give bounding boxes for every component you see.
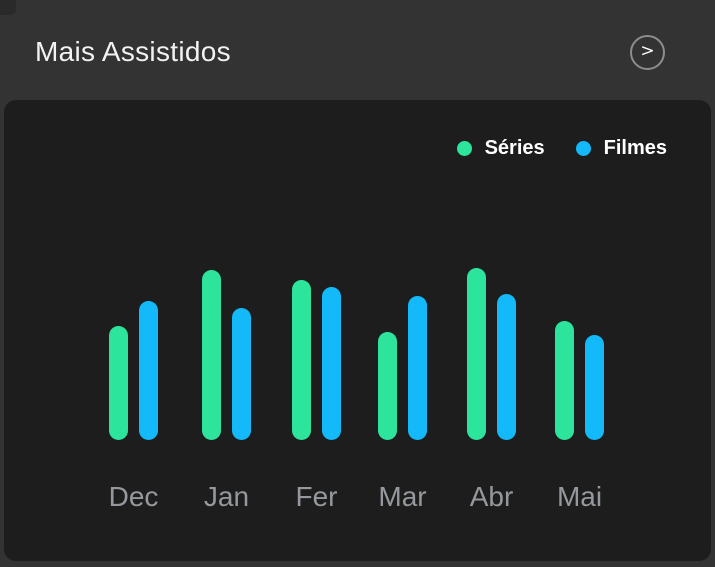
bar-group-fer [292, 280, 341, 440]
x-axis-label-jan: Jan [203, 481, 250, 512]
legend-item-filmes[interactable]: Filmes [575, 137, 667, 160]
x-axis-label-fer: Fer [295, 481, 338, 512]
legend-item-series[interactable]: Séries [456, 137, 545, 160]
corner-notch [0, 0, 16, 15]
x-axis-label-dec: Dec [108, 481, 159, 512]
bar-group-dec [109, 301, 158, 440]
legend-label-series: Séries [484, 137, 545, 159]
bar-group-abr [467, 268, 516, 440]
chart-card: Séries Filmes Dec Jan Fer Mar Abr Mai [4, 100, 711, 561]
bar-séries-jan[interactable] [202, 270, 221, 440]
bar-filmes-fer[interactable] [322, 287, 341, 440]
bar-filmes-abr[interactable] [497, 294, 516, 440]
series-dot-icon [456, 141, 472, 156]
bar-group-mai [555, 321, 604, 440]
bar-chart: Dec Jan Fer Mar Abr Mai [4, 100, 711, 561]
x-axis-label-abr: Abr [469, 481, 514, 512]
x-axis-label-mar: Mar [378, 481, 427, 512]
x-axis-label-mai: Mai [556, 481, 603, 512]
section-header: Mais Assistidos > [0, 0, 715, 100]
legend-label-filmes: Filmes [603, 137, 667, 159]
bar-filmes-jan[interactable] [232, 308, 251, 440]
bar-filmes-dec[interactable] [139, 301, 158, 440]
bar-group-jan [202, 270, 251, 440]
bar-séries-dec[interactable] [109, 326, 128, 440]
bar-séries-mar[interactable] [378, 332, 397, 440]
filmes-dot-icon [575, 141, 591, 156]
chart-legend: Séries Filmes [456, 137, 667, 160]
page-title: Mais Assistidos [35, 36, 231, 67]
chevron-right-icon: > [640, 41, 655, 61]
bar-séries-fer[interactable] [292, 280, 311, 440]
bar-group-mar [378, 296, 427, 440]
bar-filmes-mar[interactable] [408, 296, 427, 440]
bar-filmes-mai[interactable] [585, 335, 604, 440]
bar-séries-abr[interactable] [467, 268, 486, 440]
bar-séries-mai[interactable] [555, 321, 574, 440]
see-more-button[interactable]: > [630, 35, 665, 70]
